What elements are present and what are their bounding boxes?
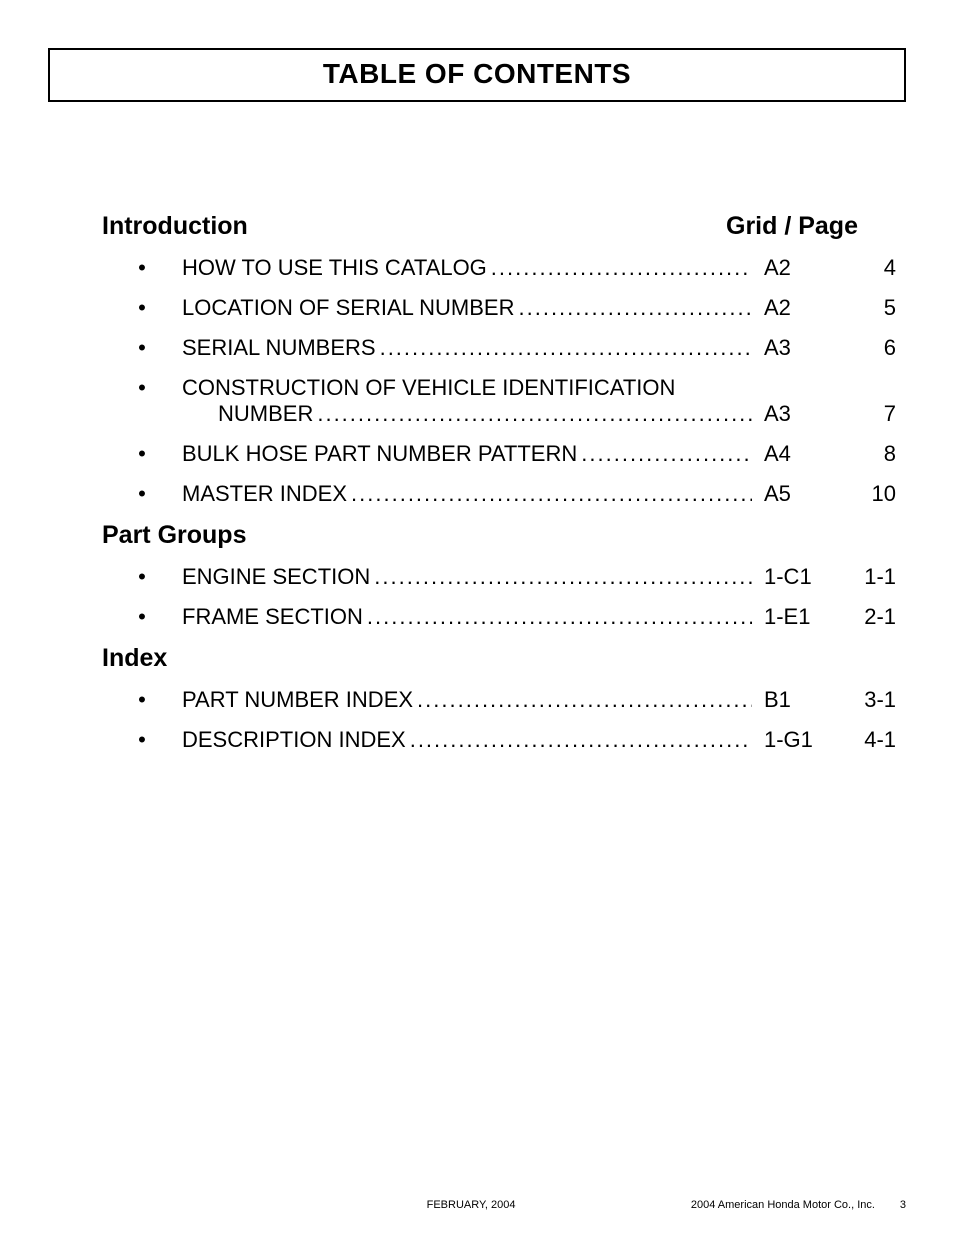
toc-row: •DESCRIPTION INDEX......................…	[102, 727, 896, 753]
toc-label-line: PART NUMBER INDEX.......................…	[182, 687, 756, 713]
footer-date: FEBRUARY, 2004	[48, 1199, 524, 1211]
toc-header-left: Introduction	[102, 212, 726, 241]
bullet-icon: •	[102, 606, 182, 630]
toc-row: •SERIAL NUMBERS.........................…	[102, 335, 896, 361]
toc-page: 2-1	[836, 604, 896, 630]
leader-dots: ........................................…	[380, 335, 752, 361]
leader-dots: ........................................…	[367, 604, 752, 630]
toc-label-line1: CONSTRUCTION OF VEHICLE IDENTIFICATION	[182, 375, 756, 401]
toc-label-cell: BULK HOSE PART NUMBER PATTERN...........…	[182, 441, 756, 467]
bullet-icon: •	[102, 297, 182, 321]
leader-dots: ........................................…	[317, 401, 752, 427]
toc-grid: B1	[756, 687, 836, 713]
bullet-icon: •	[102, 729, 182, 753]
toc-label-line: MASTER INDEX............................…	[182, 481, 756, 507]
toc-content: Introduction Grid / Page •HOW TO USE THI…	[48, 212, 906, 753]
toc-page: 7	[836, 401, 896, 427]
toc-label-line: LOCATION OF SERIAL NUMBER...............…	[182, 295, 756, 321]
toc-page: 5	[836, 295, 896, 321]
toc-label-line2: NUMBER..................................…	[182, 401, 756, 427]
toc-row: •HOW TO USE THIS CATALOG................…	[102, 255, 896, 281]
toc-label-text: DESCRIPTION INDEX	[182, 727, 406, 753]
footer-page-number: 3	[878, 1199, 906, 1211]
footer-copy-text: 2004 American Honda Motor Co., Inc.	[691, 1199, 875, 1211]
page-title: TABLE OF CONTENTS	[50, 58, 904, 90]
leader-dots: ........................................…	[581, 441, 752, 467]
toc-grid: A3	[756, 335, 836, 361]
leader-dots: ........................................…	[491, 255, 752, 281]
bullet-icon: •	[102, 483, 182, 507]
toc-row: •LOCATION OF SERIAL NUMBER..............…	[102, 295, 896, 321]
toc-label-text: NUMBER	[182, 401, 313, 427]
toc-label-text: ENGINE SECTION	[182, 564, 370, 590]
bullet-icon: •	[102, 566, 182, 590]
toc-header-row: Introduction Grid / Page	[102, 212, 896, 241]
toc-row: •MASTER INDEX...........................…	[102, 481, 896, 507]
toc-label-cell: PART NUMBER INDEX.......................…	[182, 687, 756, 713]
toc-label-cell: SERIAL NUMBERS..........................…	[182, 335, 756, 361]
toc-row: •PART NUMBER INDEX......................…	[102, 687, 896, 713]
toc-label-line: HOW TO USE THIS CATALOG.................…	[182, 255, 756, 281]
toc-header-right: Grid / Page	[726, 212, 896, 241]
bullet-icon: •	[102, 375, 182, 401]
toc-label-line: SERIAL NUMBERS..........................…	[182, 335, 756, 361]
toc-page: 3-1	[836, 687, 896, 713]
toc-label-text: MASTER INDEX	[182, 481, 347, 507]
toc-grid: 1-C1	[756, 564, 836, 590]
toc-label-line: FRAME SECTION...........................…	[182, 604, 756, 630]
toc-row: •ENGINE SECTION.........................…	[102, 564, 896, 590]
toc-page: 6	[836, 335, 896, 361]
toc-label-cell: LOCATION OF SERIAL NUMBER...............…	[182, 295, 756, 321]
toc-grid: A5	[756, 481, 836, 507]
leader-dots: ........................................…	[351, 481, 752, 507]
bullet-icon: •	[102, 257, 182, 281]
page-footer: FEBRUARY, 2004 2004 American Honda Motor…	[48, 1199, 906, 1211]
toc-label-text: LOCATION OF SERIAL NUMBER	[182, 295, 515, 321]
toc-label-cell: DESCRIPTION INDEX.......................…	[182, 727, 756, 753]
toc-label-cell: FRAME SECTION...........................…	[182, 604, 756, 630]
toc-label-text: SERIAL NUMBERS	[182, 335, 376, 361]
bullet-icon: •	[102, 443, 182, 467]
leader-dots: ........................................…	[374, 564, 752, 590]
toc-label-line: ENGINE SECTION..........................…	[182, 564, 756, 590]
toc-label-text: FRAME SECTION	[182, 604, 363, 630]
toc-grid: A3	[756, 401, 836, 427]
toc-label-cell: MASTER INDEX............................…	[182, 481, 756, 507]
page: TABLE OF CONTENTS Introduction Grid / Pa…	[0, 0, 954, 1235]
leader-dots: ........................................…	[519, 295, 753, 321]
toc-grid: A2	[756, 255, 836, 281]
toc-grid: 1-G1	[756, 727, 836, 753]
toc-grid: A2	[756, 295, 836, 321]
bullet-icon: •	[102, 337, 182, 361]
toc-page: 8	[836, 441, 896, 467]
toc-page: 4	[836, 255, 896, 281]
toc-section-heading: Index	[102, 644, 896, 673]
footer-copyright: 2004 American Honda Motor Co., Inc. 3	[524, 1199, 907, 1211]
toc-row: •BULK HOSE PART NUMBER PATTERN..........…	[102, 441, 896, 467]
toc-section-heading: Part Groups	[102, 521, 896, 550]
toc-label-cell: ENGINE SECTION..........................…	[182, 564, 756, 590]
title-frame: TABLE OF CONTENTS	[48, 48, 906, 102]
toc-grid: 1-E1	[756, 604, 836, 630]
bullet-icon: •	[102, 689, 182, 713]
toc-page: 4-1	[836, 727, 896, 753]
toc-label-text: HOW TO USE THIS CATALOG	[182, 255, 487, 281]
leader-dots: ........................................…	[417, 687, 752, 713]
toc-label-line: BULK HOSE PART NUMBER PATTERN...........…	[182, 441, 756, 467]
leader-dots: ........................................…	[410, 727, 752, 753]
toc-label-line: DESCRIPTION INDEX.......................…	[182, 727, 756, 753]
toc-page: 1-1	[836, 564, 896, 590]
toc-sections: •HOW TO USE THIS CATALOG................…	[102, 255, 896, 753]
toc-label-text: PART NUMBER INDEX	[182, 687, 413, 713]
toc-page: 10	[836, 481, 896, 507]
toc-label-cell: HOW TO USE THIS CATALOG.................…	[182, 255, 756, 281]
toc-row: •CONSTRUCTION OF VEHICLE IDENTIFICATIONN…	[102, 375, 896, 427]
toc-label-cell: CONSTRUCTION OF VEHICLE IDENTIFICATIONNU…	[182, 375, 756, 427]
toc-grid: A4	[756, 441, 836, 467]
toc-row: •FRAME SECTION..........................…	[102, 604, 896, 630]
toc-label-text: BULK HOSE PART NUMBER PATTERN	[182, 441, 577, 467]
